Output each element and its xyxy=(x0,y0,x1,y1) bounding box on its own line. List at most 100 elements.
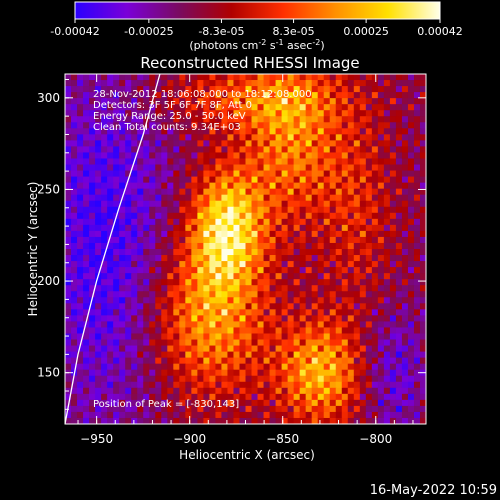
heatmap-cell xyxy=(389,86,397,93)
heatmap-cell xyxy=(137,417,144,424)
heatmap-cell xyxy=(197,255,204,262)
heatmap-cell xyxy=(293,86,301,93)
heatmap-cell xyxy=(383,170,391,178)
heatmap-cell xyxy=(299,86,307,93)
heatmap-cell xyxy=(197,303,204,310)
heatmap-cell xyxy=(335,224,343,232)
heatmap-cell xyxy=(281,212,289,220)
heatmap-cell xyxy=(65,116,72,123)
heatmap-cell xyxy=(395,218,403,226)
heatmap-cell xyxy=(137,98,144,105)
heatmap-cell xyxy=(359,357,367,365)
heatmap-cell xyxy=(71,393,78,401)
heatmap-cell xyxy=(299,279,307,286)
heatmap-cell xyxy=(143,279,150,286)
heatmap-cell xyxy=(365,303,373,310)
heatmap-cell xyxy=(167,122,174,129)
heatmap-cell xyxy=(95,303,102,310)
heatmap-cell xyxy=(407,104,415,111)
heatmap-cell xyxy=(311,146,319,154)
heatmap-cell xyxy=(371,176,379,184)
heatmap-cell xyxy=(245,249,253,256)
heatmap-cell xyxy=(281,188,289,196)
heatmap-cell xyxy=(377,285,385,292)
heatmap-cell xyxy=(275,411,283,419)
heatmap-cell xyxy=(413,122,421,129)
heatmap-cell xyxy=(65,80,72,87)
heatmap-cell xyxy=(383,297,391,304)
heatmap-cell xyxy=(395,411,403,419)
heatmap-cell xyxy=(371,140,379,148)
heatmap-cell xyxy=(149,309,156,316)
heatmap-cell xyxy=(287,128,295,135)
heatmap-cell xyxy=(227,194,235,202)
heatmap-cell xyxy=(215,152,223,160)
heatmap-cell xyxy=(317,285,325,292)
heatmap-cell xyxy=(281,218,289,226)
heatmap-cell xyxy=(209,333,217,341)
heatmap-cell xyxy=(401,279,409,286)
heatmap-cell xyxy=(371,321,379,329)
heatmap-cell xyxy=(371,267,379,274)
heatmap-cell xyxy=(71,273,78,280)
heatmap-cell xyxy=(275,249,283,256)
heatmap-cell xyxy=(389,309,397,316)
heatmap-cell xyxy=(89,261,96,268)
heatmap-cell xyxy=(227,375,235,383)
heatmap-cell xyxy=(413,128,421,135)
heatmap-cell xyxy=(131,315,138,323)
heatmap-cell xyxy=(83,387,90,395)
heatmap-cell xyxy=(209,158,217,166)
heatmap-cell xyxy=(161,116,168,123)
heatmap-cell xyxy=(305,158,313,166)
heatmap-cell xyxy=(287,387,295,395)
heatmap-cell xyxy=(323,128,331,135)
heatmap-cell xyxy=(239,224,247,232)
heatmap-cell xyxy=(131,249,138,256)
heatmap-cell xyxy=(125,303,132,310)
heatmap-cell xyxy=(137,291,144,298)
heatmap-cell xyxy=(161,230,168,238)
heatmap-cell xyxy=(173,98,180,105)
heatmap-cell xyxy=(65,224,72,232)
heatmap-cell xyxy=(353,104,361,111)
heatmap-cell xyxy=(161,321,168,329)
heatmap-cell xyxy=(185,261,192,268)
heatmap-cell xyxy=(77,417,84,424)
heatmap-cell xyxy=(125,357,132,365)
heatmap-cell xyxy=(107,345,114,353)
heatmap-cell xyxy=(281,104,289,111)
heatmap-cell xyxy=(299,146,307,154)
heatmap-cell xyxy=(413,134,421,141)
heatmap-cell xyxy=(317,273,325,280)
heatmap-cell xyxy=(353,363,361,371)
heatmap-cell xyxy=(263,267,271,274)
heatmap-cell xyxy=(263,80,271,87)
heatmap-cell xyxy=(299,152,307,160)
heatmap-cell xyxy=(245,261,253,268)
heatmap-cell xyxy=(281,291,289,298)
heatmap-cell xyxy=(389,230,397,238)
heatmap-cell xyxy=(149,218,156,226)
heatmap-cell xyxy=(335,267,343,274)
heatmap-cell xyxy=(389,333,397,341)
heatmap-cell xyxy=(161,267,168,274)
heatmap-cell xyxy=(143,285,150,292)
heatmap-cell xyxy=(383,273,391,280)
heatmap-cell xyxy=(185,345,192,353)
heatmap-cell xyxy=(155,387,162,395)
heatmap-cell xyxy=(419,375,426,383)
heatmap-cell xyxy=(365,381,373,389)
heatmap-cell xyxy=(389,152,397,160)
heatmap-cell xyxy=(203,417,210,424)
heatmap-cell xyxy=(191,411,198,419)
heatmap-cell xyxy=(107,110,114,117)
heatmap-cell xyxy=(161,170,168,178)
heatmap-cell xyxy=(293,92,301,99)
heatmap-cell xyxy=(269,417,277,424)
heatmap-cell xyxy=(275,86,283,93)
heatmap-cell xyxy=(365,273,373,280)
heatmap-cell xyxy=(173,357,180,365)
heatmap-cell xyxy=(263,110,271,117)
heatmap-cell xyxy=(77,104,84,111)
